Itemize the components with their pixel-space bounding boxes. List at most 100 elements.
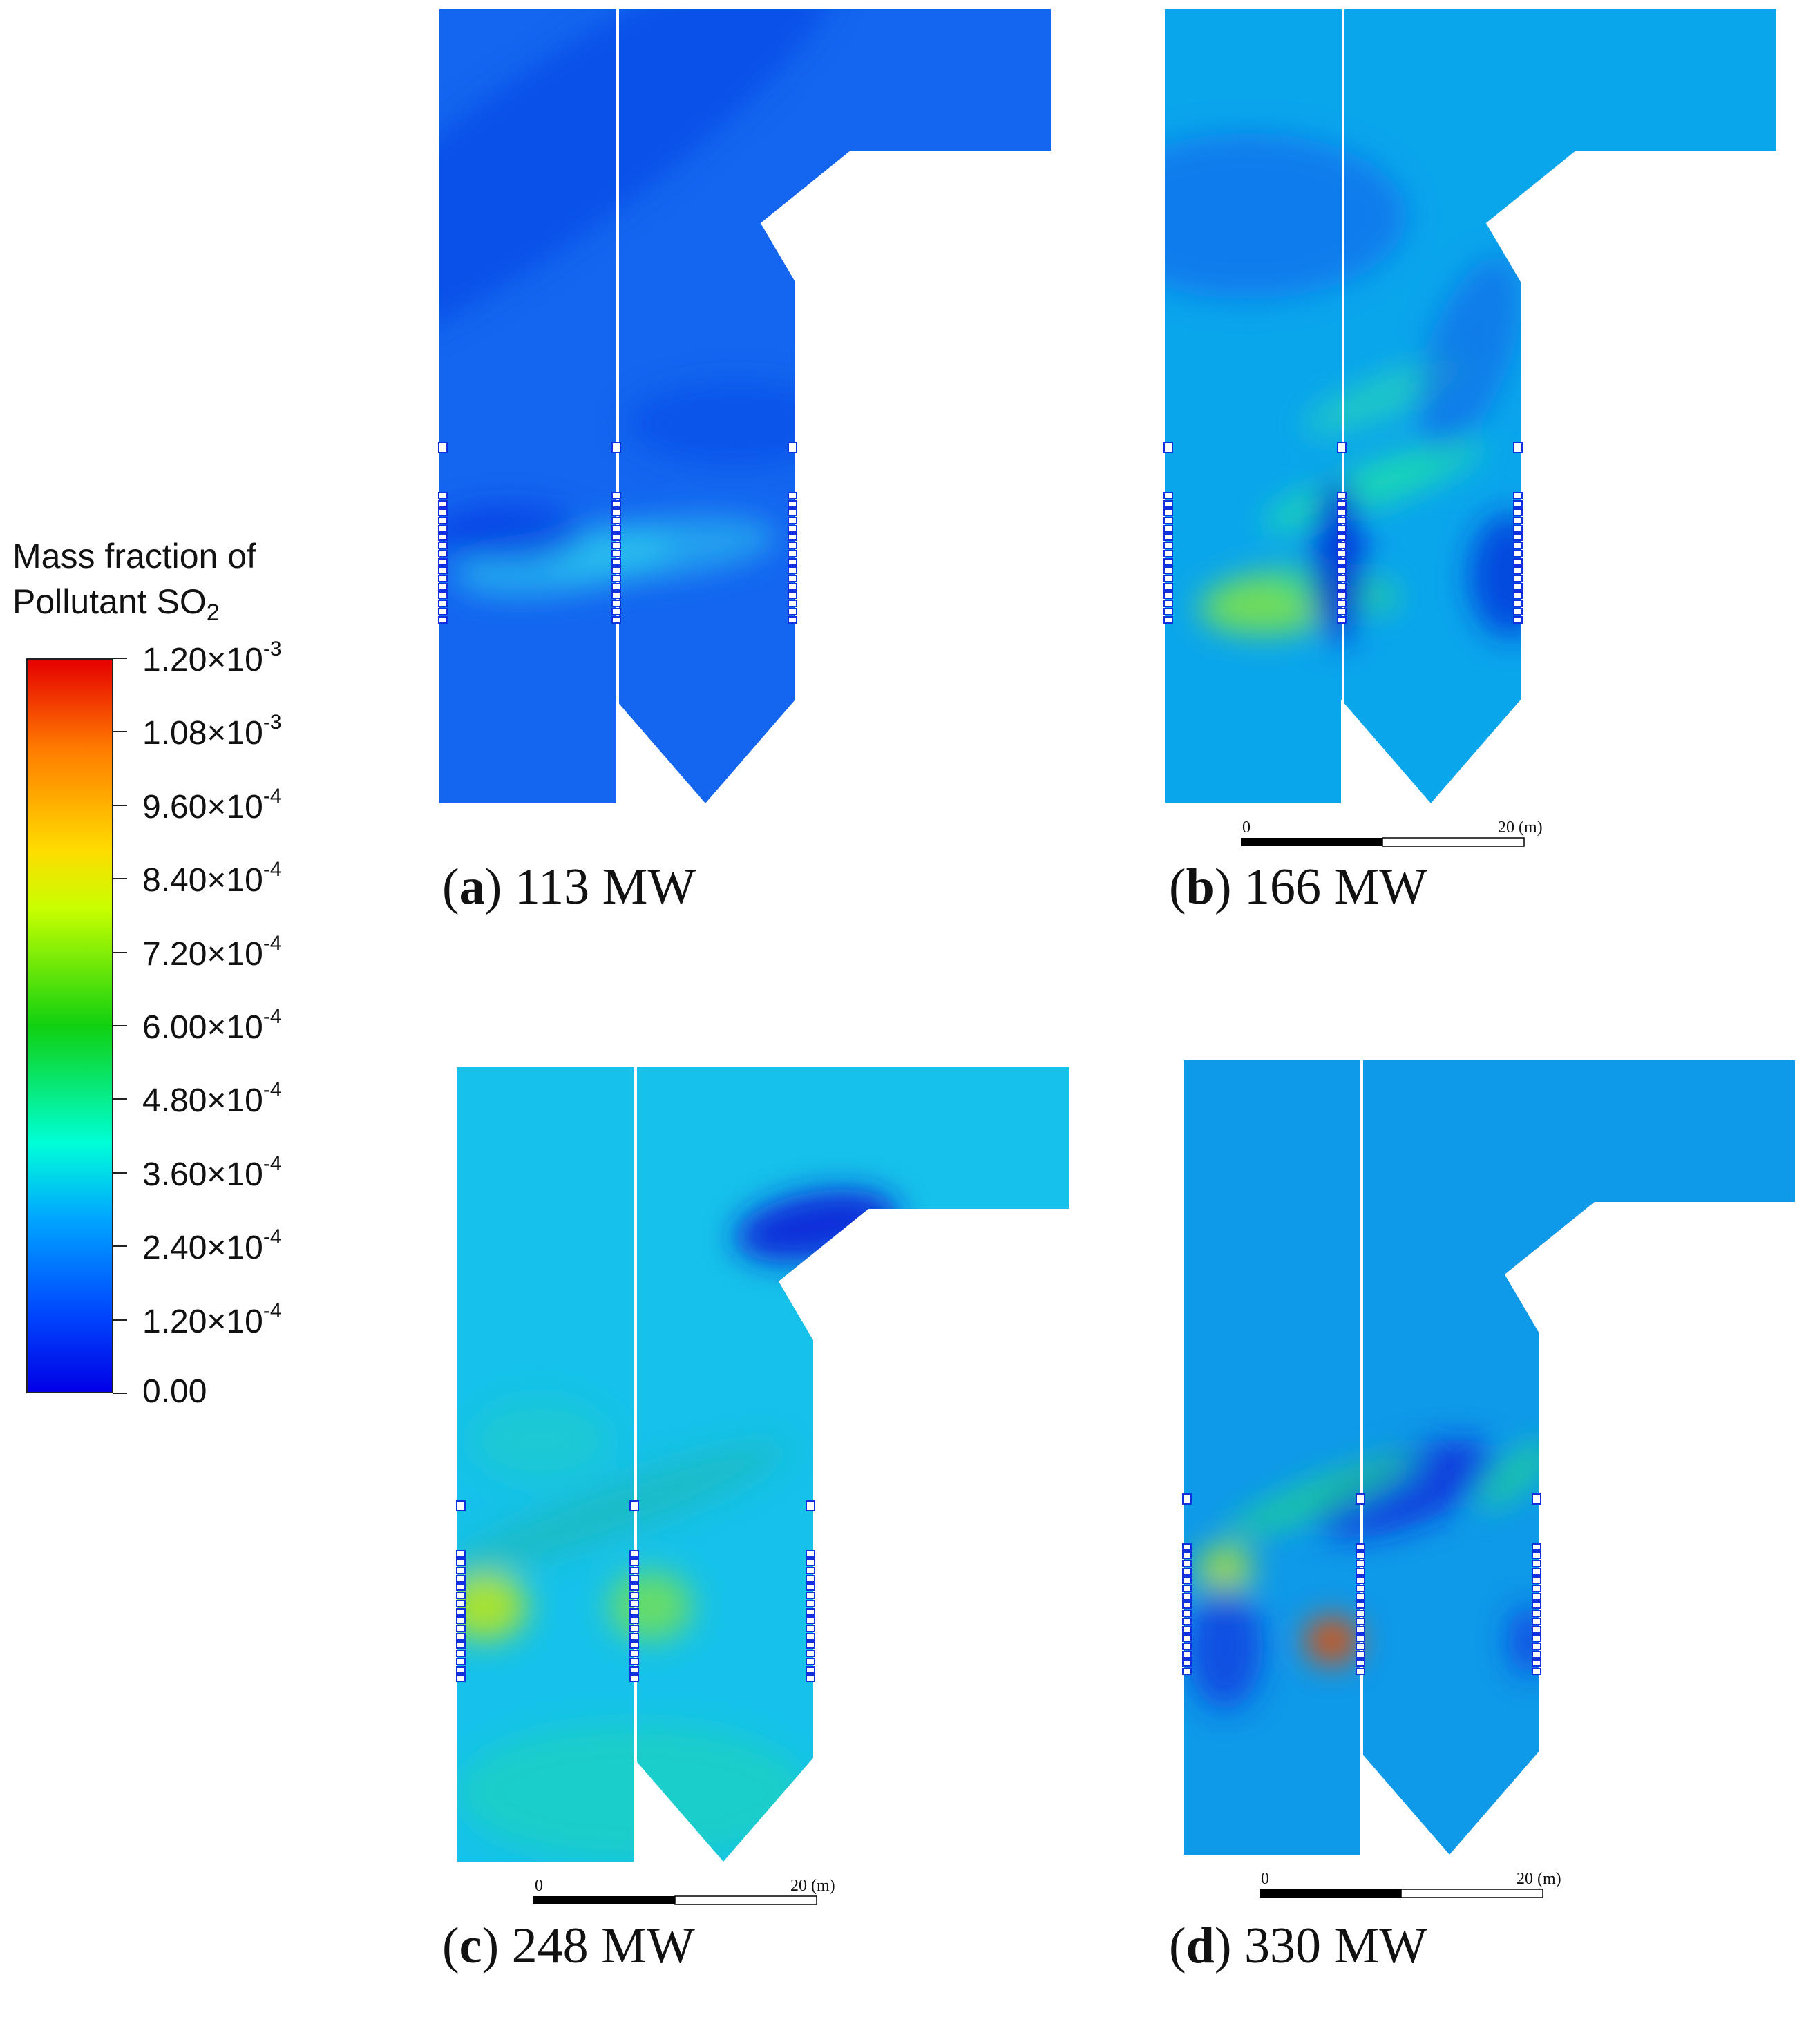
burner-port (1532, 1601, 1541, 1609)
contour-plot-a (438, 9, 1051, 803)
burner-port (1513, 442, 1523, 453)
burner-port (806, 1500, 815, 1511)
burner-port (806, 1558, 815, 1566)
burner-port (788, 600, 797, 607)
burner-port (629, 1658, 639, 1665)
burner-port (456, 1558, 466, 1566)
burner-port (1356, 1585, 1365, 1592)
burner-port (806, 1666, 815, 1674)
burner-port (1337, 566, 1347, 574)
colorbar-tick-label: 0.00 (142, 1373, 207, 1410)
burner-port (1532, 1634, 1541, 1642)
burner-port (1356, 1651, 1365, 1659)
burner-port (1163, 517, 1173, 524)
burner-port (438, 591, 448, 599)
panel-caption-d: (d) 330 MW (1169, 1918, 1428, 1974)
concentration-region (609, 1572, 692, 1641)
colorbar-tick-mark (113, 1319, 127, 1321)
burner-port (1182, 1668, 1192, 1675)
scale-bar-black (533, 1896, 675, 1904)
burner-port (1337, 608, 1347, 615)
panel-caption-a: (a) 113 MW (442, 859, 696, 915)
concentration-region (471, 1399, 609, 1482)
burner-port (1356, 1643, 1365, 1650)
concentration-region (439, 506, 584, 562)
burner-port (629, 1583, 639, 1591)
colorbar-tick-label: 8.40×10-4 (142, 858, 282, 899)
scale-bar-white (1382, 837, 1525, 847)
burner-port (1182, 1610, 1192, 1617)
burner-port (1513, 500, 1523, 508)
burner-port (611, 517, 621, 524)
burner-port (1182, 1601, 1192, 1609)
burner-port (456, 1600, 466, 1607)
burner-port (806, 1592, 815, 1599)
concentration-region (1187, 1585, 1263, 1710)
burner-port (611, 500, 621, 508)
burner-port (788, 608, 797, 615)
burner-port (788, 583, 797, 591)
contour-plot-c: 0 20 (m) (456, 1067, 1069, 1905)
burner-port (806, 1616, 815, 1624)
burner-port (1182, 1543, 1192, 1551)
burner-port (788, 591, 797, 599)
scale-bar-start: 0 (1242, 819, 1251, 837)
burner-port (629, 1641, 639, 1649)
colorbar-tick-label: 6.00×10-4 (142, 1005, 282, 1046)
colorbar (26, 658, 113, 1393)
burner-port (456, 1625, 466, 1632)
burner-port (611, 525, 621, 533)
burner-port (1532, 1493, 1541, 1505)
burner-port (1532, 1668, 1541, 1675)
burner-port (788, 550, 797, 557)
burner-port (1356, 1634, 1365, 1642)
burner-port (438, 583, 448, 591)
burner-port (611, 575, 621, 582)
burner-port (1163, 525, 1173, 533)
burner-port (629, 1666, 639, 1674)
concentration-region (457, 1443, 786, 1576)
burner-port (629, 1600, 639, 1607)
burner-port (438, 492, 448, 499)
burner-port (1337, 533, 1347, 541)
burner-port (1513, 566, 1523, 574)
burner-port (806, 1641, 815, 1649)
burner-port (611, 492, 621, 499)
burner-port (1182, 1643, 1192, 1650)
burner-port (1337, 600, 1347, 607)
burner-port (1182, 1626, 1192, 1634)
scale-bar: 0 20 (m) (533, 1877, 835, 1905)
burner-port (1337, 525, 1347, 533)
legend-title-line1: Mass fraction of (12, 537, 256, 575)
burner-port (1532, 1568, 1541, 1576)
burner-port (1337, 500, 1347, 508)
burner-port (788, 492, 797, 499)
burner-port (629, 1575, 639, 1583)
burner-port (806, 1600, 815, 1607)
burner-port (438, 442, 448, 453)
burner-port (611, 566, 621, 574)
burner-port (438, 616, 448, 624)
burner-port (806, 1583, 815, 1591)
concentration-region (1469, 513, 1552, 638)
burner-port (1337, 542, 1347, 549)
burner-port (438, 500, 448, 508)
burner-port (806, 1658, 815, 1665)
burner-port (1513, 600, 1523, 607)
burner-port (629, 1608, 639, 1616)
burner-port (1356, 1560, 1365, 1567)
concentration-region (1313, 1440, 1496, 1538)
burner-port (1513, 533, 1523, 541)
scale-bar-end: 20 (m) (1517, 1870, 1561, 1888)
burner-port (611, 550, 621, 557)
burner-port (611, 558, 621, 566)
burner-port (438, 508, 448, 516)
burner-port (1356, 1593, 1365, 1601)
burner-port (629, 1567, 639, 1574)
burner-port (1532, 1651, 1541, 1659)
scale-bar: 0 20 (m) (1260, 1870, 1561, 1898)
burner-port (788, 525, 797, 533)
burner-port (1163, 442, 1173, 453)
burner-port (456, 1575, 466, 1583)
colorbar-tick-mark (113, 658, 127, 659)
